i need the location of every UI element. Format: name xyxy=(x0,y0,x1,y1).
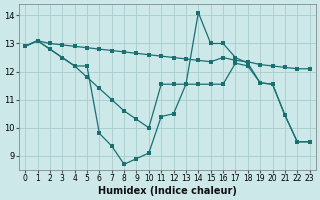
X-axis label: Humidex (Indice chaleur): Humidex (Indice chaleur) xyxy=(98,186,237,196)
